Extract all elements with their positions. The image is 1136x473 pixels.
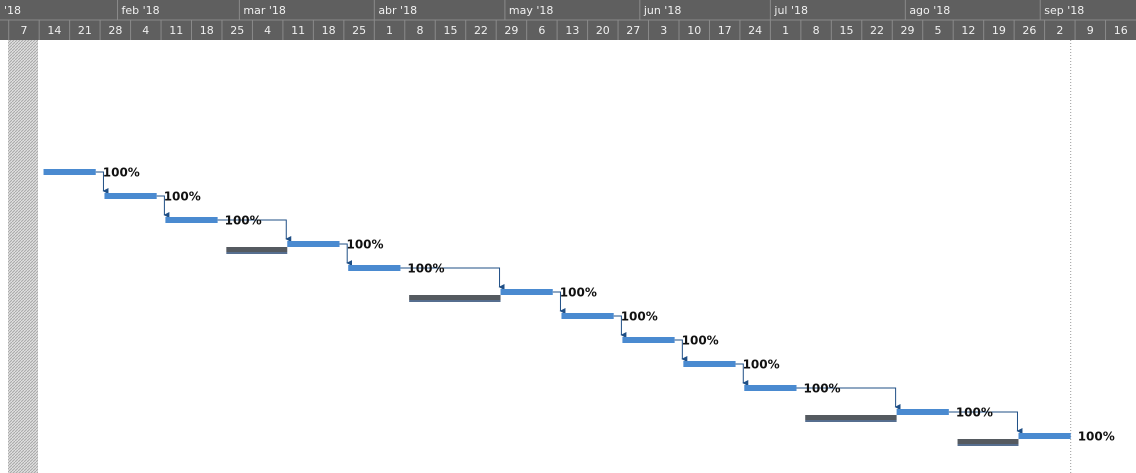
week-label: 16 xyxy=(1114,24,1128,37)
dependency-link xyxy=(400,267,505,290)
week-label: 26 xyxy=(1022,24,1036,37)
week-label: 1 xyxy=(782,24,789,37)
dependency-link xyxy=(339,243,353,266)
nonworking-shade xyxy=(8,40,38,473)
task-percent-label: 100% xyxy=(621,310,658,324)
dependency-link xyxy=(156,195,170,218)
week-label: 22 xyxy=(870,24,884,37)
week-label: 17 xyxy=(718,24,732,37)
week-label: 25 xyxy=(230,24,244,37)
month-label: '18 xyxy=(4,4,21,17)
week-label: 1 xyxy=(386,24,393,37)
week-label: 11 xyxy=(169,24,183,37)
week-label: 22 xyxy=(474,24,488,37)
month-label: sep '18 xyxy=(1044,4,1084,17)
month-label: feb '18 xyxy=(122,4,160,17)
task-percent-label: 100% xyxy=(164,190,201,204)
task-percent-label: 100% xyxy=(103,166,140,180)
task-bar xyxy=(561,313,614,319)
task-percent-label: 100% xyxy=(225,214,262,228)
task-bar xyxy=(165,217,218,223)
week-label: 11 xyxy=(291,24,305,37)
baseline-bar xyxy=(805,415,897,420)
week-label: 25 xyxy=(352,24,366,37)
week-label: 10 xyxy=(687,24,701,37)
task-bar xyxy=(287,241,340,247)
week-label: 8 xyxy=(813,24,820,37)
week-label: 3 xyxy=(660,24,667,37)
week-label: 18 xyxy=(322,24,336,37)
week-label: 15 xyxy=(443,24,457,37)
week-label: 28 xyxy=(108,24,122,37)
baseline-bar xyxy=(957,439,1019,444)
month-label: abr '18 xyxy=(378,4,417,17)
task-bar xyxy=(622,337,675,343)
week-label: 4 xyxy=(264,24,271,37)
task-percent-label: 100% xyxy=(560,286,597,300)
week-label: 18 xyxy=(200,24,214,37)
task-percent-label: 100% xyxy=(1078,430,1115,444)
week-label: 4 xyxy=(142,24,149,37)
task-bar xyxy=(348,265,401,271)
dependency-link xyxy=(796,387,901,410)
task-percent-label: 100% xyxy=(956,406,993,420)
week-label: 15 xyxy=(840,24,854,37)
dependency-link xyxy=(735,363,749,386)
month-label: jul '18 xyxy=(773,4,808,17)
week-label: 6 xyxy=(538,24,545,37)
week-label: 14 xyxy=(47,24,61,37)
task-bar xyxy=(1018,433,1071,439)
week-label: 20 xyxy=(596,24,610,37)
month-label: ago '18 xyxy=(909,4,950,17)
week-label: 9 xyxy=(1087,24,1094,37)
dependency-link xyxy=(674,339,688,362)
task-percent-label: 100% xyxy=(682,334,719,348)
week-label: 24 xyxy=(748,24,762,37)
baseline-bar xyxy=(226,247,288,252)
dependency-link xyxy=(95,171,109,194)
week-label: 2 xyxy=(1056,24,1063,37)
task-bar xyxy=(500,289,553,295)
week-label: 8 xyxy=(417,24,424,37)
task-percent-label: 100% xyxy=(407,262,444,276)
week-label: 12 xyxy=(961,24,975,37)
task-percent-label: 100% xyxy=(346,238,383,252)
task-percent-label: 100% xyxy=(743,358,780,372)
week-label: 29 xyxy=(504,24,518,37)
week-label: 29 xyxy=(900,24,914,37)
month-label: mar '18 xyxy=(243,4,285,17)
week-label: 21 xyxy=(78,24,92,37)
month-label: may '18 xyxy=(509,4,553,17)
week-label: 19 xyxy=(992,24,1006,37)
task-percent-label: 100% xyxy=(804,382,841,396)
baseline-bar xyxy=(409,295,501,300)
week-label: 7 xyxy=(20,24,27,37)
task-bar xyxy=(43,169,96,175)
dependency-link xyxy=(948,411,1023,434)
month-label: jun '18 xyxy=(643,4,682,17)
task-bar xyxy=(104,193,157,199)
week-label: 13 xyxy=(565,24,579,37)
task-bar xyxy=(744,385,797,391)
week-label: 27 xyxy=(626,24,640,37)
task-bar xyxy=(683,361,736,367)
dependency-link xyxy=(217,219,292,242)
dependency-link xyxy=(552,291,566,314)
task-bar xyxy=(896,409,949,415)
dependency-link xyxy=(613,315,627,338)
week-label: 5 xyxy=(934,24,941,37)
